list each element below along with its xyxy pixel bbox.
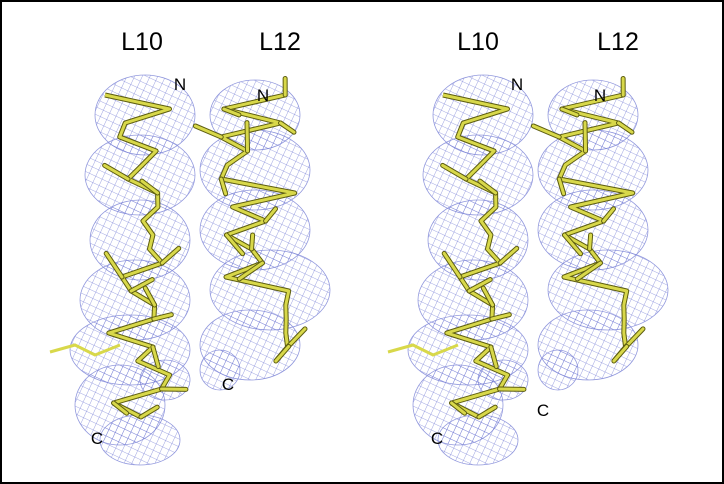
helix-label: L12 — [597, 28, 639, 56]
side-chain — [103, 163, 130, 181]
side-chain — [450, 401, 467, 415]
side-chain — [478, 179, 498, 195]
density-map — [49, 74, 331, 466]
backbone — [557, 93, 635, 362]
side-chain — [140, 179, 160, 195]
side-chain — [477, 405, 497, 419]
side-chain — [225, 233, 245, 256]
c-terminus-label: C — [537, 401, 549, 420]
side-chain — [279, 121, 296, 134]
side-chain — [531, 124, 561, 139]
backbone — [219, 93, 297, 362]
side-chain — [143, 286, 157, 307]
side-chain — [481, 286, 495, 307]
side-chain — [160, 246, 181, 265]
side-chain — [602, 207, 616, 223]
side-chain — [441, 163, 468, 181]
helix-label: L12 — [259, 28, 301, 56]
side-chain — [112, 401, 129, 415]
side-chain — [264, 207, 278, 223]
side-chain — [612, 345, 629, 363]
side-chain — [129, 278, 154, 293]
density-map — [387, 74, 669, 466]
side-chain — [274, 345, 291, 363]
side-chain — [245, 121, 250, 153]
side-chain — [387, 343, 459, 357]
side-chain — [151, 345, 160, 369]
side-chain — [490, 313, 511, 321]
side-chain — [467, 278, 492, 293]
n-terminus-label: N — [594, 86, 606, 105]
side-chain — [152, 313, 173, 321]
n-terminus-label: N — [174, 75, 186, 94]
density-maps — [49, 74, 669, 466]
n-terminus-label: N — [257, 86, 269, 105]
side-chain — [250, 233, 255, 251]
c-terminus-label: C — [91, 429, 103, 448]
side-chain — [286, 327, 307, 349]
side-chain — [563, 233, 583, 256]
side-chain — [588, 233, 593, 251]
helix-label: L10 — [121, 28, 163, 56]
side-chain — [139, 405, 159, 419]
density-mesh — [199, 349, 241, 391]
density-mesh — [99, 414, 181, 466]
c-terminus-label: C — [431, 429, 443, 448]
side-chain — [193, 124, 223, 139]
side-chain — [557, 177, 566, 196]
side-chain — [237, 261, 264, 281]
side-chain — [49, 343, 121, 357]
backbone — [442, 93, 510, 419]
side-chain — [498, 246, 519, 265]
side-chain — [575, 261, 602, 281]
side-chain — [560, 107, 579, 117]
side-chain — [583, 121, 588, 153]
backbone — [104, 93, 172, 419]
side-chain — [219, 177, 228, 196]
density-mesh — [537, 349, 579, 391]
side-chain — [104, 251, 124, 279]
density-mesh — [437, 414, 519, 466]
side-chain — [489, 345, 498, 369]
side-chain — [442, 251, 462, 279]
side-chain — [624, 327, 645, 349]
n-terminus-label: N — [511, 75, 523, 94]
side-chain — [617, 121, 634, 134]
c-terminus-label: C — [222, 375, 234, 394]
side-chain — [222, 107, 241, 117]
helix-label: L10 — [457, 28, 499, 56]
